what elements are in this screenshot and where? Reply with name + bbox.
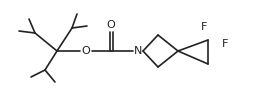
Text: F: F <box>201 22 207 32</box>
Text: O: O <box>107 20 115 30</box>
Text: N: N <box>134 46 142 56</box>
Text: F: F <box>222 39 228 49</box>
Text: O: O <box>82 46 90 56</box>
